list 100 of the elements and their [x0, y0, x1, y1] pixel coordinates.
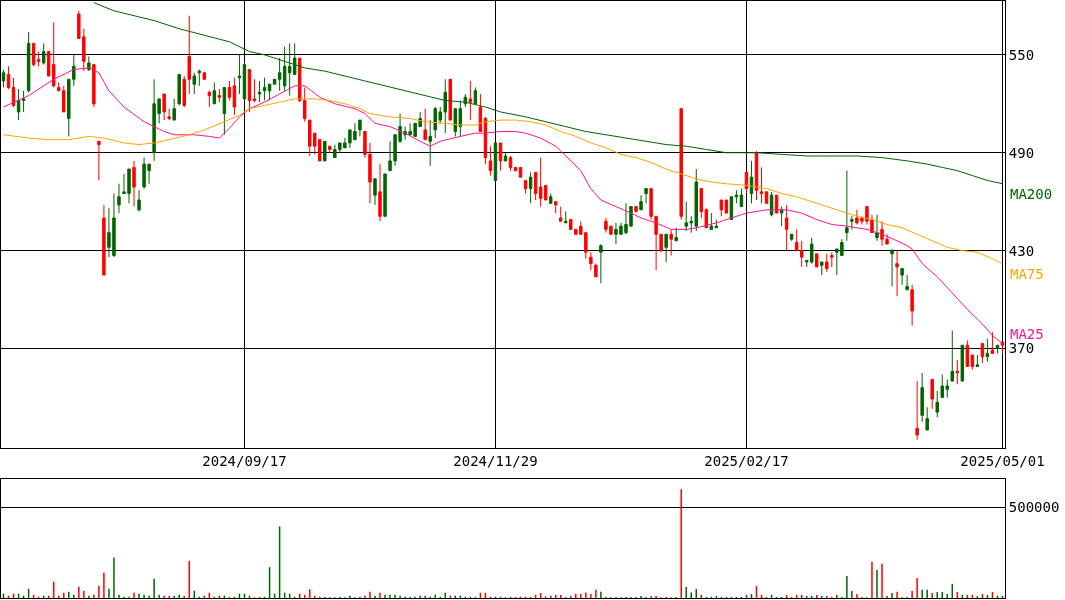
- candlestick: [985, 338, 990, 363]
- candlestick: [724, 199, 729, 214]
- candlestick: [995, 344, 1000, 354]
- candlestick: [192, 72, 196, 95]
- candlestick: [212, 82, 217, 105]
- line-series: [93, 2, 1003, 185]
- candlestick: [779, 206, 784, 227]
- candlestick: [473, 86, 478, 105]
- candlestick: [237, 54, 242, 95]
- candlestick: [508, 155, 513, 172]
- candlestick: [895, 250, 899, 297]
- candlestick: [202, 72, 207, 80]
- candlestick: [850, 215, 854, 230]
- series-label: MA200: [1010, 186, 1053, 202]
- candlestick: [915, 380, 919, 441]
- candlestick: [207, 90, 212, 108]
- candlestick: [719, 199, 724, 217]
- candlestick: [830, 251, 834, 268]
- candlestick: [463, 93, 468, 108]
- candlestick: [498, 142, 503, 172]
- candlestick: [674, 227, 678, 242]
- candlestick: [97, 140, 101, 181]
- candlestick: [448, 78, 453, 121]
- candlestick: [950, 330, 955, 382]
- candlestick: [358, 119, 362, 137]
- candlestick: [92, 64, 96, 108]
- candlestick: [177, 73, 181, 106]
- candlestick: [784, 204, 789, 252]
- candlestick: [328, 145, 332, 154]
- candlestick: [935, 390, 939, 418]
- candlestick: [980, 343, 985, 364]
- candlestick: [227, 80, 232, 102]
- line-series: [3, 67, 1003, 345]
- candlestick: [232, 77, 237, 116]
- candlestick: [137, 189, 141, 212]
- candlestick: [990, 331, 995, 354]
- candlestick: [553, 201, 558, 214]
- candlestick: [749, 160, 754, 204]
- candlestick: [277, 57, 282, 92]
- candlestick: [890, 248, 894, 287]
- candlestick: [217, 88, 222, 103]
- candlestick: [373, 178, 377, 206]
- candlestick: [789, 233, 794, 242]
- candlestick: [634, 206, 638, 212]
- candlestick: [975, 354, 980, 367]
- candlestick: [910, 284, 914, 327]
- y-tick-label: 550: [1008, 46, 1035, 63]
- candlestick: [252, 78, 257, 103]
- candlestick: [172, 98, 176, 121]
- candlestick: [920, 372, 924, 423]
- candlestick: [734, 189, 739, 204]
- candlestick: [955, 359, 960, 385]
- candlestick: [257, 80, 262, 103]
- candlestick: [589, 251, 593, 271]
- candlestick: [162, 93, 166, 121]
- candlestick: [117, 183, 121, 214]
- candlestick: [428, 119, 432, 167]
- candlestick: [825, 253, 829, 273]
- candlestick: [21, 90, 26, 113]
- candlestick: [960, 344, 965, 382]
- candlestick: [222, 86, 227, 136]
- candlestick: [900, 268, 904, 286]
- candlestick: [599, 243, 603, 284]
- candlestick: [323, 140, 327, 162]
- candlestick: [528, 171, 533, 204]
- candlestick: [709, 212, 714, 230]
- x-tick-label: 2025/02/17: [704, 452, 789, 469]
- candlestick: [16, 88, 21, 121]
- candlestick: [41, 42, 46, 66]
- candlestick: [378, 163, 382, 222]
- candlestick: [759, 166, 764, 204]
- candlestick: [845, 170, 849, 242]
- series-label: MA25: [1010, 326, 1044, 342]
- candlestick: [679, 108, 683, 221]
- candlestick: [262, 77, 267, 102]
- candlestick: [564, 210, 568, 224]
- candlestick: [669, 228, 673, 256]
- candlestick: [644, 188, 648, 204]
- candlestick: [639, 194, 643, 211]
- candlestick: [764, 191, 769, 204]
- candlestick: [423, 108, 427, 141]
- candlestick: [905, 274, 909, 291]
- candlestick: [820, 261, 824, 276]
- candlestick: [930, 378, 934, 410]
- candlestick: [925, 406, 929, 431]
- x-tick-label: 2024/11/29: [453, 452, 538, 469]
- candlestick: [965, 339, 970, 367]
- candlestick: [815, 253, 819, 268]
- candlestick: [247, 69, 252, 113]
- candlestick: [548, 193, 553, 204]
- candlestick: [267, 83, 272, 102]
- candlestick: [383, 173, 387, 217]
- y-tick-label: 430: [1008, 242, 1035, 259]
- candlestick: [51, 21, 56, 88]
- candlestick: [468, 80, 473, 121]
- candlestick: [523, 179, 528, 194]
- y-tick-label: 490: [1008, 144, 1035, 161]
- candlestick: [167, 108, 171, 121]
- candlestick: [503, 152, 508, 162]
- candlestick: [559, 206, 563, 222]
